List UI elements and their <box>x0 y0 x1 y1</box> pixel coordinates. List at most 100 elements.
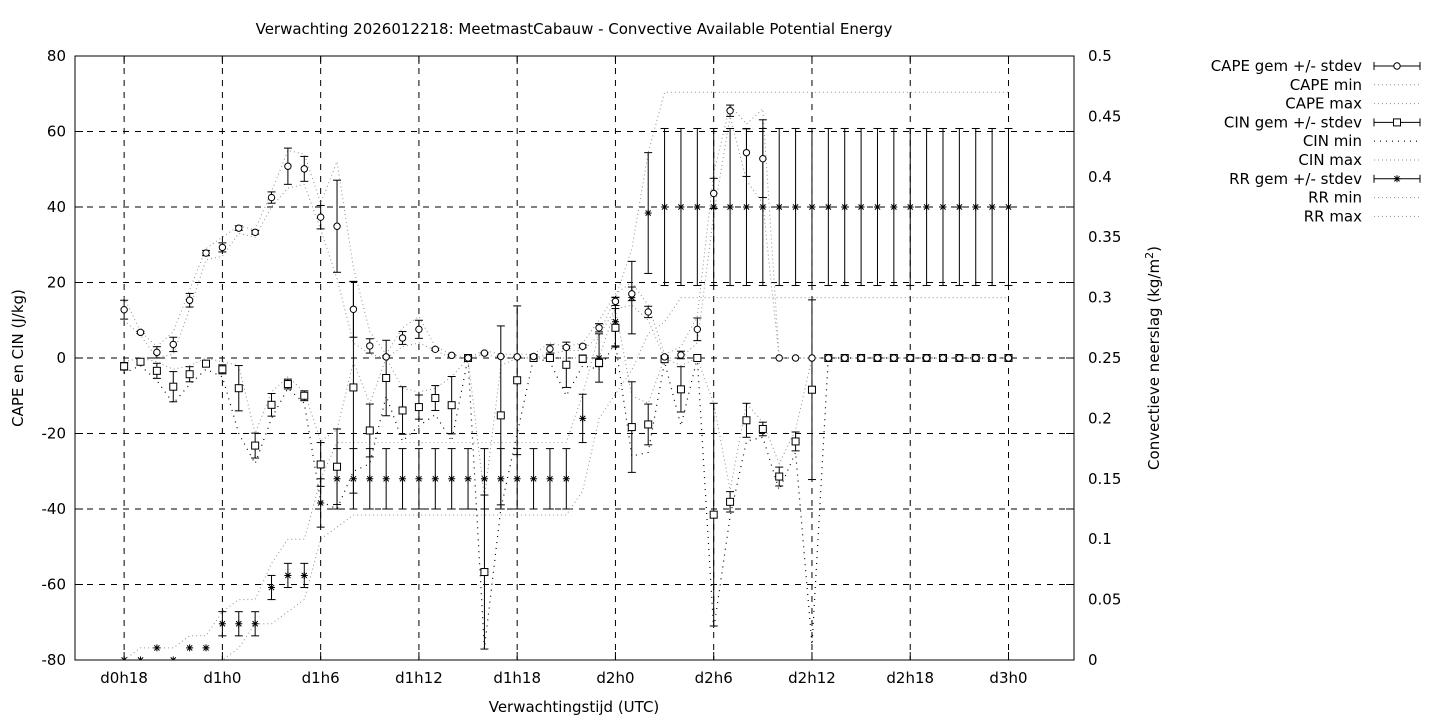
rr-mean-point <box>235 620 243 628</box>
cin-mean-point <box>513 376 522 385</box>
y-tick-label: -40 <box>42 500 67 518</box>
cape-mean-point <box>759 154 767 163</box>
cape-mean-point <box>972 354 980 362</box>
cin-mean-point <box>742 416 751 425</box>
rr-min-line <box>124 297 1009 660</box>
x-tick-label: d1h6 <box>302 669 340 687</box>
rr-mean-point <box>415 475 423 483</box>
cape-mean-point <box>497 352 505 361</box>
cin-mean-point <box>234 384 243 393</box>
rr-mean-point <box>1004 203 1012 211</box>
cape-mean-point <box>267 193 276 202</box>
cape-mean-point <box>398 334 407 342</box>
legend-label: RR min <box>1308 189 1362 207</box>
cape-min-line <box>123 116 1009 359</box>
rr-mean-point <box>317 499 325 507</box>
cape-mean-point <box>1004 354 1013 362</box>
x-axis-label: Verwachtingstijd (UTC) <box>489 698 660 716</box>
y2-tick-label: 0.3 <box>1088 289 1112 307</box>
cin-mean-point <box>791 437 800 446</box>
rr-mean-point <box>775 203 783 211</box>
cape-mean-point <box>644 308 652 316</box>
cin-mean-point <box>496 411 505 420</box>
rr-mean-point <box>824 203 832 211</box>
rr-mean-point <box>808 203 816 211</box>
y2-tick-label: 0.1 <box>1088 530 1112 548</box>
y-tick-label: -20 <box>42 425 67 443</box>
rr-mean-point <box>742 203 750 211</box>
legend-marker <box>1393 62 1401 70</box>
cin-mean-point <box>349 383 358 392</box>
y-tick-label: 80 <box>47 47 66 65</box>
cin-mean-point <box>283 380 292 389</box>
rr-mean-point <box>153 644 161 652</box>
rr-mean-point <box>366 475 374 483</box>
cin-mean-point <box>726 497 735 506</box>
cape-mean-point <box>169 340 177 349</box>
cape-mean-point <box>578 342 587 350</box>
legend-label: CAPE min <box>1290 76 1362 94</box>
rr-mean-point <box>792 203 800 211</box>
cin-mean-point <box>431 394 440 403</box>
cape-mean-point <box>660 353 669 361</box>
rr-mean-point <box>251 620 259 628</box>
cape-mean-point <box>955 354 964 362</box>
rr-mean-point <box>923 203 931 211</box>
cin-mean-point <box>267 400 276 409</box>
cape-mean-point <box>710 189 718 198</box>
rr-mean-point <box>464 475 472 483</box>
cin-mean-point <box>595 358 604 367</box>
cape-mean-point <box>120 305 128 314</box>
cape-mean-point <box>890 354 898 362</box>
cin-mean-point <box>611 323 620 332</box>
cape-mean-point <box>447 351 456 360</box>
rr-mean-point <box>841 203 849 211</box>
rr-mean-point <box>480 475 488 483</box>
rr-mean-point <box>595 354 603 362</box>
rr-max-line <box>123 91 1009 660</box>
cin-mean-point <box>447 401 456 410</box>
y2-tick-label: 0 <box>1088 651 1098 669</box>
y-axis: -80 -60 -40 -20 0 20 40 60 80 <box>42 47 1074 669</box>
y-tick-label: -80 <box>42 651 67 669</box>
y2-axis-label: Convectieve neerslag (kg/m2) <box>1143 246 1163 470</box>
cape-mean-point <box>480 349 489 357</box>
cape-mean-point <box>202 249 210 257</box>
y2-axis-label-unit-close: ) <box>1145 246 1163 252</box>
cape-mean-point <box>185 296 194 304</box>
rr-mean-point <box>661 203 669 211</box>
series-clip-group <box>120 91 1013 660</box>
cin-mean-point <box>676 385 685 394</box>
cin-mean-point <box>758 424 767 433</box>
y2-tick-label: 0.2 <box>1088 409 1112 427</box>
cape-mean-point <box>922 354 931 362</box>
rr-mean-point <box>186 644 194 652</box>
cin-mean-point <box>169 382 178 391</box>
cape-mean-point <box>562 343 571 352</box>
cin-mean-point <box>185 370 194 379</box>
rr-mean-point <box>300 571 308 579</box>
cin-mean-point <box>398 406 407 415</box>
cin-mean-point <box>202 359 211 368</box>
cape-mean-point <box>775 354 783 362</box>
rr-mean-point <box>988 203 996 211</box>
cin-mean-point <box>365 426 374 435</box>
rr-mean-point <box>972 203 980 211</box>
cape-mean-point <box>316 213 325 221</box>
y2-axis-label-unit-sup: 2 <box>1143 252 1156 259</box>
cape-mean-point <box>235 224 243 232</box>
cin-mean-point <box>644 420 653 429</box>
x-tick-label: d1h12 <box>395 669 443 687</box>
x-tick-label: d3h0 <box>989 669 1027 687</box>
rr-mean-point <box>218 620 226 628</box>
cin-mean-point <box>807 385 816 394</box>
rr-mean-point <box>431 475 439 483</box>
legend-label: CIN gem +/- stdev <box>1224 113 1362 131</box>
y2-tick-label: 0.25 <box>1088 349 1121 367</box>
cape-mean-point <box>824 354 833 362</box>
cin-mean-point <box>545 354 554 362</box>
cin-mean-point <box>218 365 227 374</box>
x-tick-label: d1h0 <box>203 669 241 687</box>
rr-mean-point <box>202 644 210 652</box>
y-tick-label: 60 <box>47 123 66 141</box>
